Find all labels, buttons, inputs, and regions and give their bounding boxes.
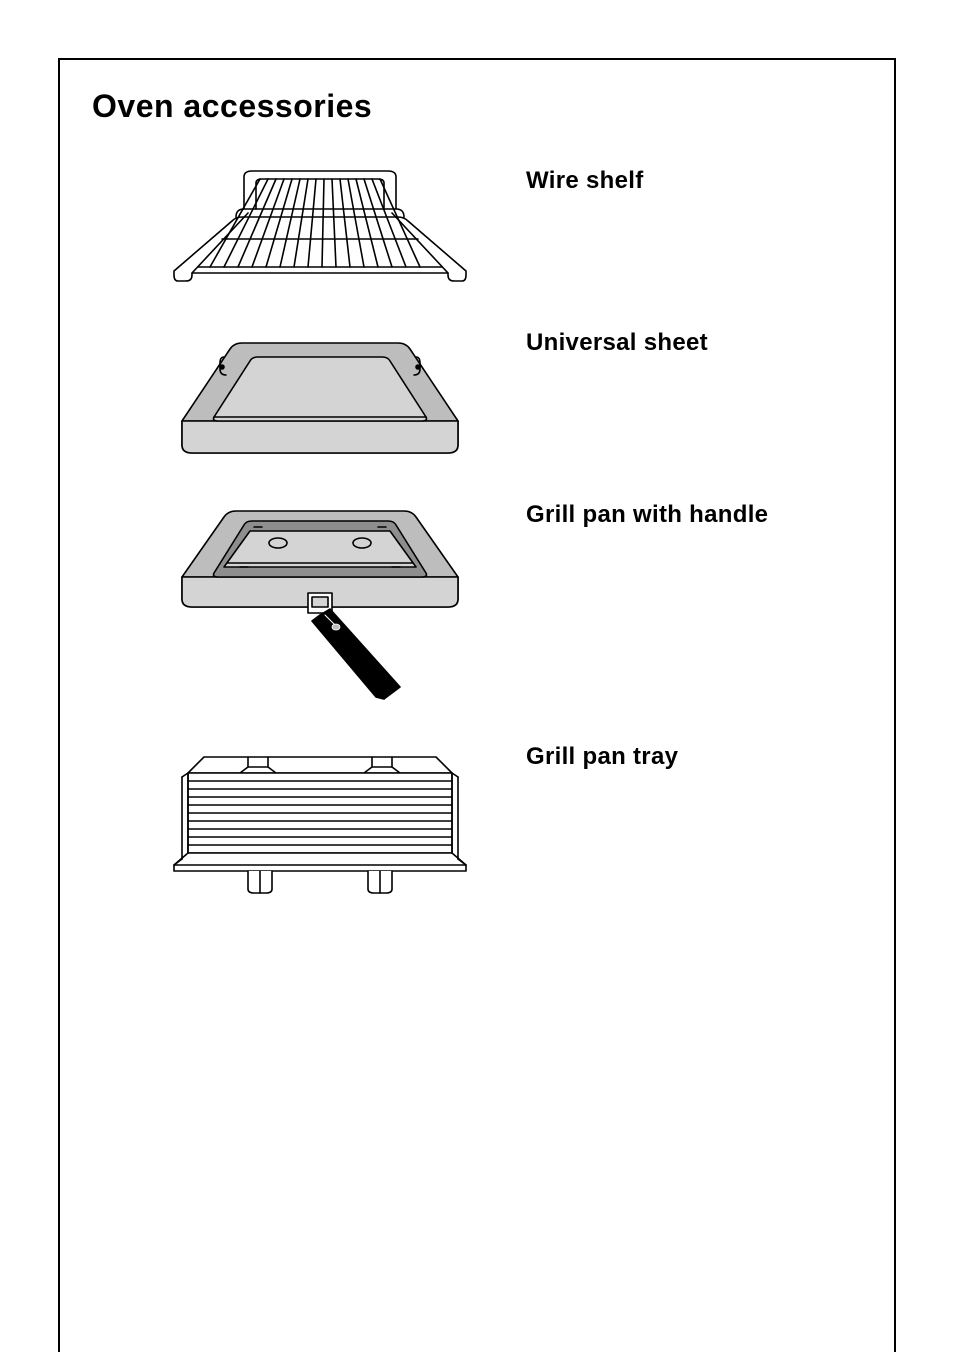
content-frame: Oven accessories bbox=[58, 58, 896, 1352]
item-label: Grill pan tray bbox=[526, 739, 678, 771]
grill-pan-tray-illustration bbox=[150, 739, 490, 899]
item-row-universal-sheet: Universal sheet bbox=[92, 325, 862, 475]
page: Oven accessories bbox=[0, 0, 954, 1352]
grill-pan-tray-icon bbox=[170, 739, 470, 899]
item-row-grill-pan-tray: Grill pan tray bbox=[92, 739, 862, 899]
universal-sheet-illustration bbox=[150, 325, 490, 475]
grill-pan-handle-illustration bbox=[150, 497, 490, 717]
item-label: Grill pan with handle bbox=[526, 497, 768, 529]
universal-sheet-icon bbox=[170, 325, 470, 475]
page-title: Oven accessories bbox=[92, 88, 862, 125]
grill-pan-handle-icon bbox=[170, 497, 470, 717]
item-label: Universal sheet bbox=[526, 325, 708, 357]
item-row-wire-shelf: Wire shelf bbox=[92, 163, 862, 303]
wire-shelf-illustration bbox=[150, 163, 490, 303]
item-row-grill-pan-handle: Grill pan with handle bbox=[92, 497, 862, 717]
wire-shelf-icon bbox=[170, 163, 470, 303]
item-label: Wire shelf bbox=[526, 163, 643, 195]
